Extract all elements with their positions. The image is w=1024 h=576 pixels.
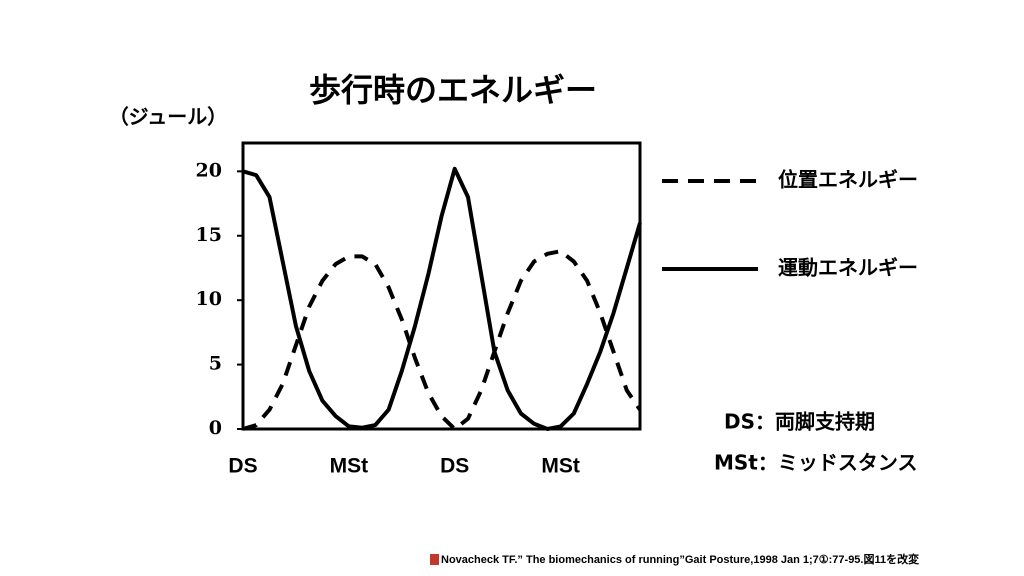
x-tick-label: DS <box>228 455 257 478</box>
annotation: DS：両脚支持期 <box>724 410 875 434</box>
legend-label: 運動エネルギー <box>778 256 918 280</box>
y-tick-label: 10 <box>196 288 222 310</box>
book-icon <box>430 554 439 565</box>
x-tick-label: MSt <box>541 455 580 478</box>
y-tick-label: 15 <box>196 224 222 246</box>
source: Novacheck TF.” The biomechanics of runni… <box>441 552 919 566</box>
annotation: MSt：ミッドスタンス <box>714 451 917 475</box>
chart-title: 歩行時のエネルギー <box>309 71 597 109</box>
series-line <box>242 166 642 431</box>
y-tick-label: 0 <box>209 417 222 439</box>
plot-frame <box>241 141 642 431</box>
legend-label: 位置エネルギー <box>778 168 918 192</box>
x-tick-label: MSt <box>330 455 369 478</box>
series-line <box>242 249 642 431</box>
y-tick-label: 20 <box>196 159 222 181</box>
y-tick-label: 5 <box>209 353 222 375</box>
y-axis-label: （ジュール） <box>109 105 228 129</box>
x-tick-label: DS <box>440 455 469 478</box>
